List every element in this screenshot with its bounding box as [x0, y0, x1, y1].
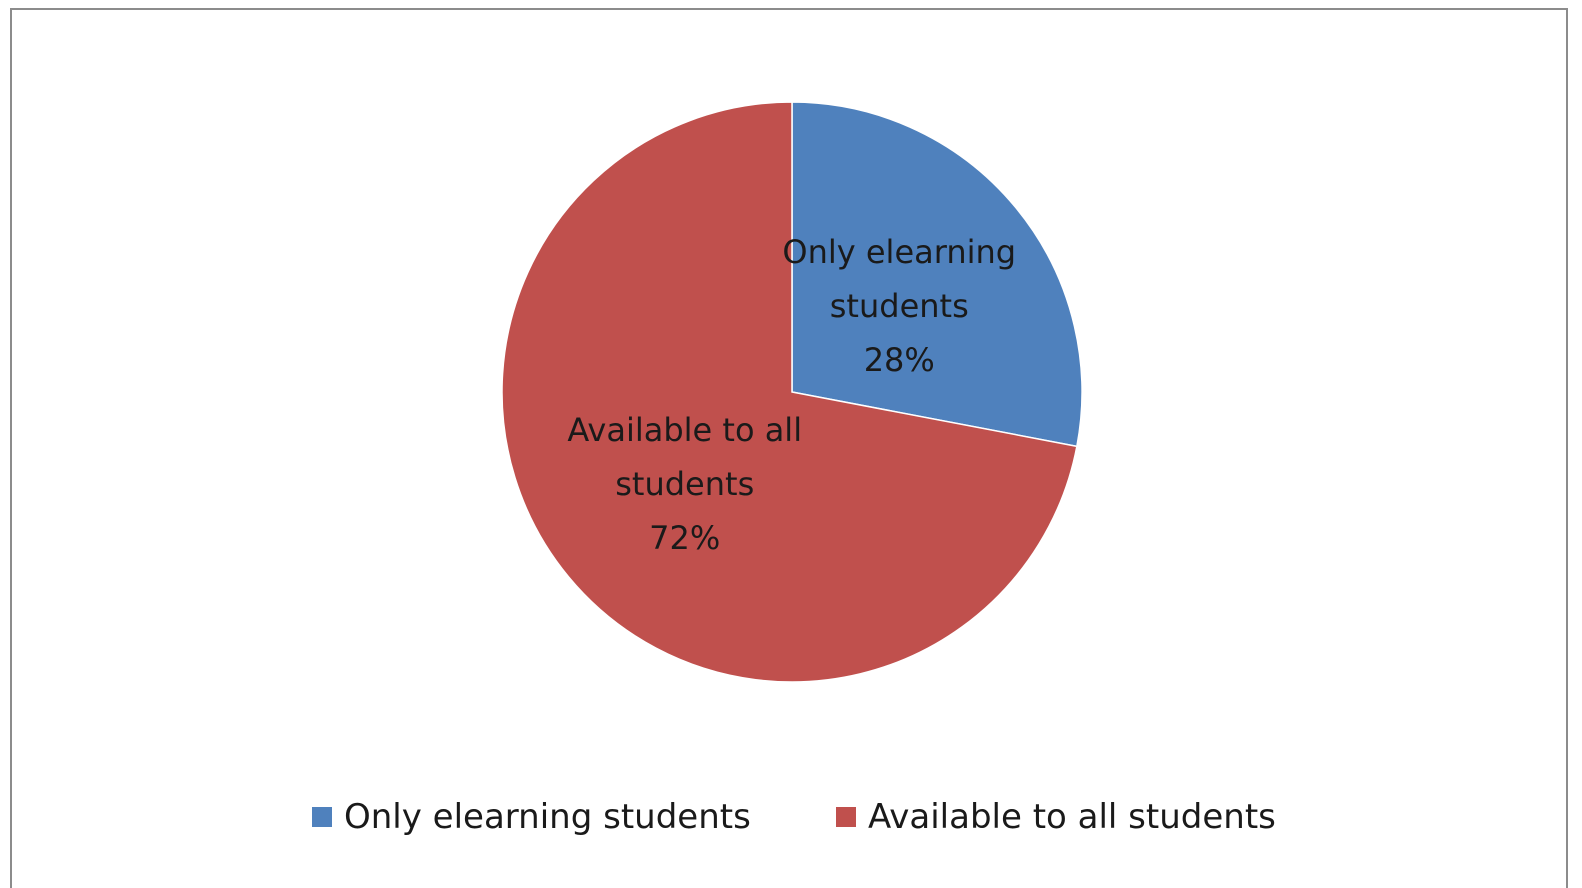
slice-label: Available to all students	[567, 410, 803, 503]
slice-label: Only elearning students	[782, 233, 1017, 326]
legend-label: Only elearning students	[344, 797, 751, 837]
pie-slice	[791, 101, 1083, 448]
pie-slice	[501, 101, 1078, 683]
slice-value-label: 28%	[863, 341, 935, 380]
legend-label: Available to all students	[868, 797, 1276, 837]
legend-swatch	[836, 807, 856, 827]
slice-value-label: 72%	[649, 518, 721, 557]
legend-swatch	[312, 807, 332, 827]
